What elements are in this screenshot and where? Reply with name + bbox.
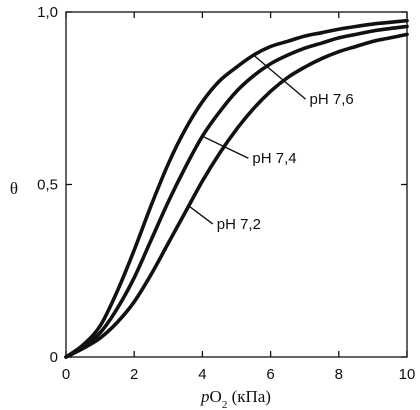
x-axis-label: pO2 (кПа) bbox=[200, 387, 271, 410]
leader-ph-7-2 bbox=[188, 205, 214, 225]
saturation-curves bbox=[64, 18, 409, 359]
y-tick-label-0: 0 bbox=[50, 349, 58, 366]
leader-ph-7-6 bbox=[253, 54, 307, 100]
x-tick-label-4: 8 bbox=[335, 366, 343, 383]
x-tick-label-1: 2 bbox=[130, 366, 138, 383]
y-axis-label: θ bbox=[10, 179, 18, 198]
x-axis-label-unit: (кПа) bbox=[227, 387, 271, 406]
curve-ph-7-4 bbox=[64, 24, 409, 359]
label-ph-7-4: pH 7,4 bbox=[252, 150, 296, 167]
curve-ph-7-6 bbox=[64, 18, 409, 359]
x-axis-label-prefix: p bbox=[200, 387, 210, 406]
leader-ph-7-4 bbox=[202, 135, 249, 159]
x-tick-label-3: 6 bbox=[266, 366, 274, 383]
x-axis-label-subscript: 2 bbox=[222, 399, 228, 410]
curve-ph-7-2 bbox=[64, 32, 409, 359]
y-tick-label-2: 1,0 bbox=[37, 4, 58, 21]
axis-tick-labels: 0 2 4 6 8 10 0 0,5 1,0 bbox=[37, 4, 415, 383]
x-axis-label-main: O bbox=[210, 387, 222, 406]
y-tick-label-1: 0,5 bbox=[37, 177, 58, 194]
x-tick-label-2: 4 bbox=[198, 366, 206, 383]
x-tick-label-5: 10 bbox=[399, 366, 416, 383]
curve-annotations: pH 7,6 pH 7,4 pH 7,2 bbox=[188, 54, 354, 233]
label-ph-7-2: pH 7,2 bbox=[217, 216, 261, 233]
x-tick-label-0: 0 bbox=[62, 366, 70, 383]
label-ph-7-6: pH 7,6 bbox=[310, 91, 354, 108]
